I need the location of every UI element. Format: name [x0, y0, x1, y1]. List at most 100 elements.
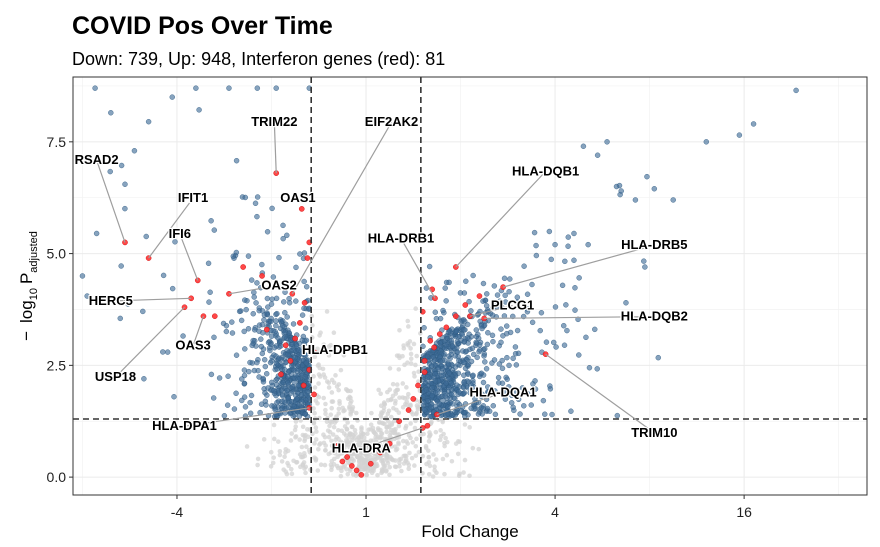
point-not-significant [315, 346, 320, 352]
point-significant [533, 252, 540, 259]
point-significant [294, 396, 300, 402]
point-significant [470, 272, 476, 279]
point-significant [221, 413, 228, 419]
point-not-significant [426, 471, 432, 477]
point-significant [445, 404, 451, 410]
point-significant [443, 298, 449, 304]
point-interferon [386, 440, 393, 447]
point-not-significant [255, 456, 261, 462]
point-significant [229, 319, 235, 325]
point-not-significant [365, 431, 370, 437]
gene-label: PLCG1 [491, 297, 534, 312]
point-significant [250, 311, 256, 317]
point-significant [299, 398, 305, 405]
point-not-significant [414, 436, 419, 442]
x-tick-label: -4 [171, 504, 184, 520]
point-not-significant [376, 387, 381, 393]
point-not-significant [299, 444, 305, 450]
point-significant [295, 376, 301, 382]
point-significant [613, 183, 620, 190]
point-significant [141, 376, 147, 382]
point-significant [473, 340, 480, 347]
point-not-significant [398, 456, 404, 462]
point-not-significant [328, 412, 334, 417]
y-tick-label: 0.0 [47, 469, 67, 485]
point-significant [492, 388, 498, 394]
point-significant [92, 85, 98, 91]
point-not-significant [279, 459, 285, 464]
point-not-significant [388, 414, 394, 420]
point-significant [531, 229, 538, 236]
point-significant [302, 325, 309, 331]
point-not-significant [364, 454, 370, 459]
leader-line [273, 122, 277, 174]
point-significant [258, 343, 265, 350]
gene-label: EIF2AK2 [365, 114, 418, 129]
gene-label: HLA-DRB1 [368, 230, 434, 245]
point-significant [233, 390, 239, 397]
point-interferon [421, 358, 428, 364]
point-significant [436, 394, 442, 400]
point-not-significant [400, 381, 406, 386]
point-significant [466, 361, 472, 368]
point-significant [284, 387, 290, 394]
point-significant [604, 139, 610, 145]
point-significant [247, 399, 253, 406]
point-significant [242, 297, 248, 303]
point-not-significant [360, 440, 366, 446]
point-significant [259, 308, 266, 314]
x-tick-label: 1 [362, 504, 370, 520]
point-not-significant [343, 386, 349, 392]
point-significant [461, 390, 468, 396]
point-significant [641, 258, 647, 264]
point-not-significant [329, 390, 335, 395]
point-not-significant [244, 444, 250, 449]
point-significant [455, 334, 461, 340]
point-significant [521, 263, 527, 269]
point-significant [306, 380, 312, 387]
point-significant [478, 393, 484, 399]
point-significant [465, 371, 471, 377]
point-significant [499, 380, 506, 386]
point-not-significant [413, 453, 419, 458]
point-significant [273, 360, 280, 367]
point-significant [122, 181, 128, 187]
point-not-significant [313, 437, 319, 442]
point-not-significant [329, 438, 334, 444]
point-not-significant [375, 472, 380, 478]
point-significant [471, 351, 477, 358]
point-not-significant [467, 473, 472, 479]
point-not-significant [426, 439, 432, 444]
point-significant [281, 334, 288, 340]
point-not-significant [293, 419, 299, 424]
point-significant [254, 85, 261, 91]
point-not-significant [394, 407, 399, 413]
point-significant [233, 249, 240, 256]
point-interferon [334, 443, 341, 449]
point-significant [533, 242, 539, 249]
point-interferon [311, 391, 317, 398]
point-not-significant [323, 407, 328, 413]
point-significant [502, 292, 508, 299]
point-significant [118, 263, 124, 269]
point-not-significant [324, 350, 329, 356]
point-significant [490, 338, 496, 345]
point-significant [504, 323, 510, 329]
point-significant [750, 121, 757, 127]
leader-line [228, 284, 280, 295]
point-significant [303, 352, 309, 358]
point-significant [239, 376, 245, 382]
leader-line [192, 315, 205, 346]
point-significant [429, 385, 435, 391]
point-significant [273, 322, 279, 329]
point-significant [254, 194, 261, 200]
point-interferon [263, 326, 270, 333]
point-not-significant [313, 458, 319, 463]
point-significant [552, 241, 558, 248]
point-interferon [287, 358, 294, 364]
point-not-significant [322, 434, 328, 440]
point-not-significant [387, 464, 393, 470]
point-significant [262, 357, 268, 363]
point-significant [484, 341, 491, 348]
point-significant [273, 318, 279, 324]
